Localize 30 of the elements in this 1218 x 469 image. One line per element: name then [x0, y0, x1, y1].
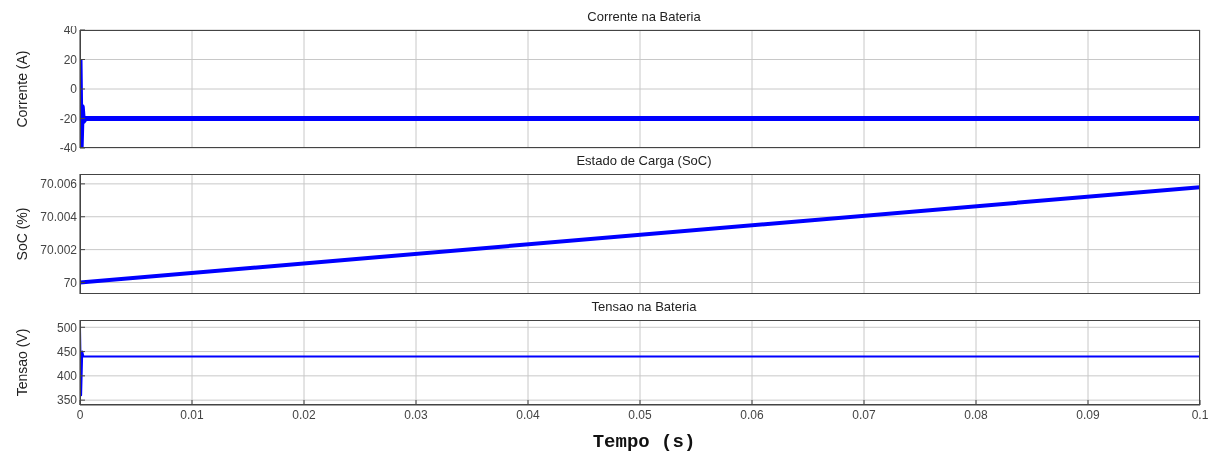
- y-axis-title: Tensao (V): [13, 328, 30, 397]
- y-tick-label: 0: [70, 82, 78, 97]
- y-tick-label: 70.006: [40, 177, 78, 192]
- y-tick-label: 40: [63, 23, 78, 38]
- y-tick-label: 400: [56, 369, 78, 384]
- chart-title: Tensao na Bateria: [590, 298, 698, 316]
- chart-title: Estado de Carga (SoC): [576, 153, 712, 168]
- x-tick-label: 0.09: [1076, 407, 1100, 422]
- x-tick-label: 0.01: [180, 407, 204, 422]
- y-tick-label: 70.002: [40, 242, 78, 257]
- y-axis-title: Corrente (A): [13, 50, 30, 128]
- chart-title: Corrente na Bateria: [587, 9, 701, 24]
- y-tick-label: -20: [59, 111, 78, 126]
- y-tick-label: 70.004: [40, 210, 78, 224]
- x-tick-label: 0.06: [740, 407, 764, 422]
- x-tick-label: 0.1: [1191, 407, 1209, 422]
- y-tick-label: -40: [59, 141, 78, 156]
- x-tick-label: 0.08: [964, 407, 988, 422]
- x-tick-label: 0.07: [852, 407, 876, 422]
- y-tick-label: 450: [56, 344, 78, 359]
- y-tick-label: 70: [63, 275, 78, 290]
- y-tick-label: 500: [56, 320, 78, 335]
- x-tick-label: 0.05: [628, 407, 652, 422]
- y-tick-label: 20: [63, 52, 78, 67]
- y-axis-title: SoC (%): [13, 207, 30, 261]
- x-tick-label: 0.02: [292, 407, 316, 422]
- x-axis-title: Tempo (s): [591, 431, 697, 453]
- x-tick-label: 0.03: [404, 407, 428, 422]
- y-tick-label: 350: [56, 393, 78, 408]
- x-tick-label: 0.04: [516, 407, 540, 422]
